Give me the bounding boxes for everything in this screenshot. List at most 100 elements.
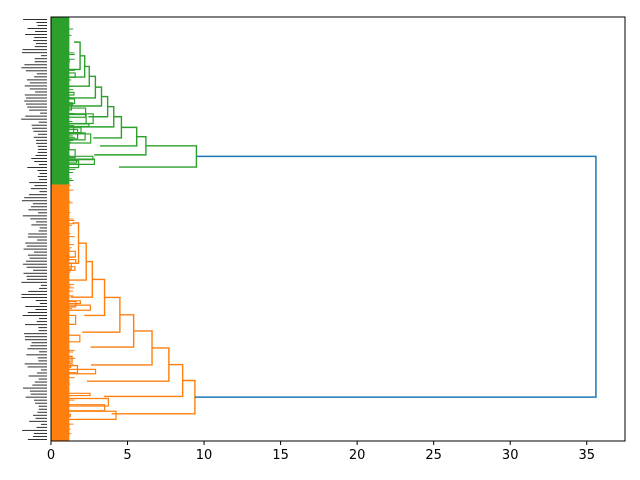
sub-link — [62, 344, 65, 350]
leaf-label — [25, 115, 47, 117]
sub-link — [64, 314, 77, 325]
sub-link — [64, 262, 72, 270]
leaf-label — [35, 91, 47, 93]
sub-link — [64, 410, 117, 420]
leaf-label — [29, 88, 47, 90]
leaf-label — [38, 378, 47, 380]
leaf-label — [30, 393, 47, 395]
leaf-label — [39, 179, 47, 181]
sub-link — [64, 300, 81, 305]
leaf-label — [30, 206, 47, 208]
sub-link — [64, 355, 73, 364]
leaf-label — [37, 176, 47, 178]
sub-link — [64, 392, 91, 397]
leaf-label — [25, 324, 47, 326]
sub-link — [64, 378, 68, 387]
sub-link — [64, 364, 72, 369]
leaf-label — [34, 61, 47, 63]
sub-link — [64, 266, 76, 271]
leaf-label — [29, 82, 47, 84]
leaf-label — [29, 390, 47, 392]
x-tick-label: 35 — [578, 448, 595, 463]
leaf-label — [39, 318, 47, 320]
leaf-label — [39, 351, 47, 353]
leaf-label — [33, 251, 47, 253]
dendrogram-links — [62, 41, 597, 420]
leaf-label — [26, 103, 47, 105]
leaf-label — [40, 112, 47, 114]
leaf-label — [32, 384, 47, 386]
x-tick-label: 15 — [272, 448, 289, 463]
leaf-label — [28, 290, 47, 292]
x-tick-label: 5 — [123, 448, 131, 463]
leaf-label — [36, 43, 47, 45]
sub-link — [64, 98, 76, 105]
leaf-label — [24, 64, 47, 66]
sub-link — [64, 250, 76, 258]
leaf-label — [31, 124, 47, 126]
sub-link — [64, 97, 68, 107]
leaf-label — [27, 312, 47, 313]
leaf-label — [23, 19, 47, 20]
leaf-label — [36, 22, 47, 23]
leaf-label — [37, 411, 47, 413]
leaf-label — [37, 239, 47, 241]
leaf-label — [22, 215, 47, 217]
leaf-label — [39, 191, 47, 193]
leaf-label — [39, 287, 47, 289]
leaf-label — [33, 414, 47, 416]
leaf-label — [22, 263, 47, 265]
leaf-label — [34, 76, 47, 78]
leaf-label — [27, 254, 47, 256]
merge-link — [84, 278, 106, 317]
x-axis: 0 5 10 15 20 25 30 35 — [47, 441, 595, 463]
leaf-label — [21, 67, 47, 69]
leaf-label — [21, 200, 47, 202]
sub-link — [64, 107, 87, 118]
leaf-label — [34, 381, 47, 383]
leaf-label — [38, 360, 47, 362]
leaf-label — [33, 269, 47, 271]
leaf-label — [33, 432, 47, 434]
merge-link — [99, 126, 138, 147]
leaf-label — [38, 230, 47, 232]
leaf-label — [36, 426, 47, 428]
sub-link — [64, 413, 71, 418]
sub-link — [64, 271, 70, 275]
plot-frame — [50, 16, 626, 442]
x-tick-label: 20 — [349, 448, 366, 463]
leaf-label — [22, 315, 47, 317]
leaf-label — [27, 439, 47, 440]
leaf-label — [25, 396, 47, 398]
leaf-label — [36, 73, 47, 75]
leaf-label — [40, 284, 47, 286]
leaf-label — [33, 399, 47, 401]
leaf-label — [39, 227, 47, 229]
sub-link — [63, 145, 65, 151]
leaf-labels — [21, 19, 47, 440]
leaf-label — [38, 121, 47, 123]
leaf-label — [24, 339, 47, 341]
leaf-label — [33, 130, 47, 132]
leaf-label — [32, 203, 47, 205]
leaf-label — [35, 139, 47, 141]
leaf-label — [24, 333, 47, 335]
sub-link — [64, 149, 76, 159]
merge-link — [80, 105, 115, 128]
x-tick-label: 25 — [425, 448, 442, 463]
leaf-label — [26, 275, 47, 277]
leaf-label — [22, 387, 47, 389]
leaf-label — [21, 118, 47, 120]
leaf-label — [37, 357, 47, 359]
leaf-label — [37, 25, 47, 26]
leaf-label — [22, 429, 47, 431]
leaf-label — [27, 106, 47, 108]
leaf-label — [22, 52, 47, 54]
sub-link — [64, 78, 69, 86]
leaf-label — [31, 342, 47, 344]
leaf-label — [25, 260, 47, 262]
sub-link — [64, 91, 75, 96]
leaf-label — [26, 354, 47, 356]
sub-link — [64, 334, 81, 343]
leaf-label — [24, 94, 47, 96]
